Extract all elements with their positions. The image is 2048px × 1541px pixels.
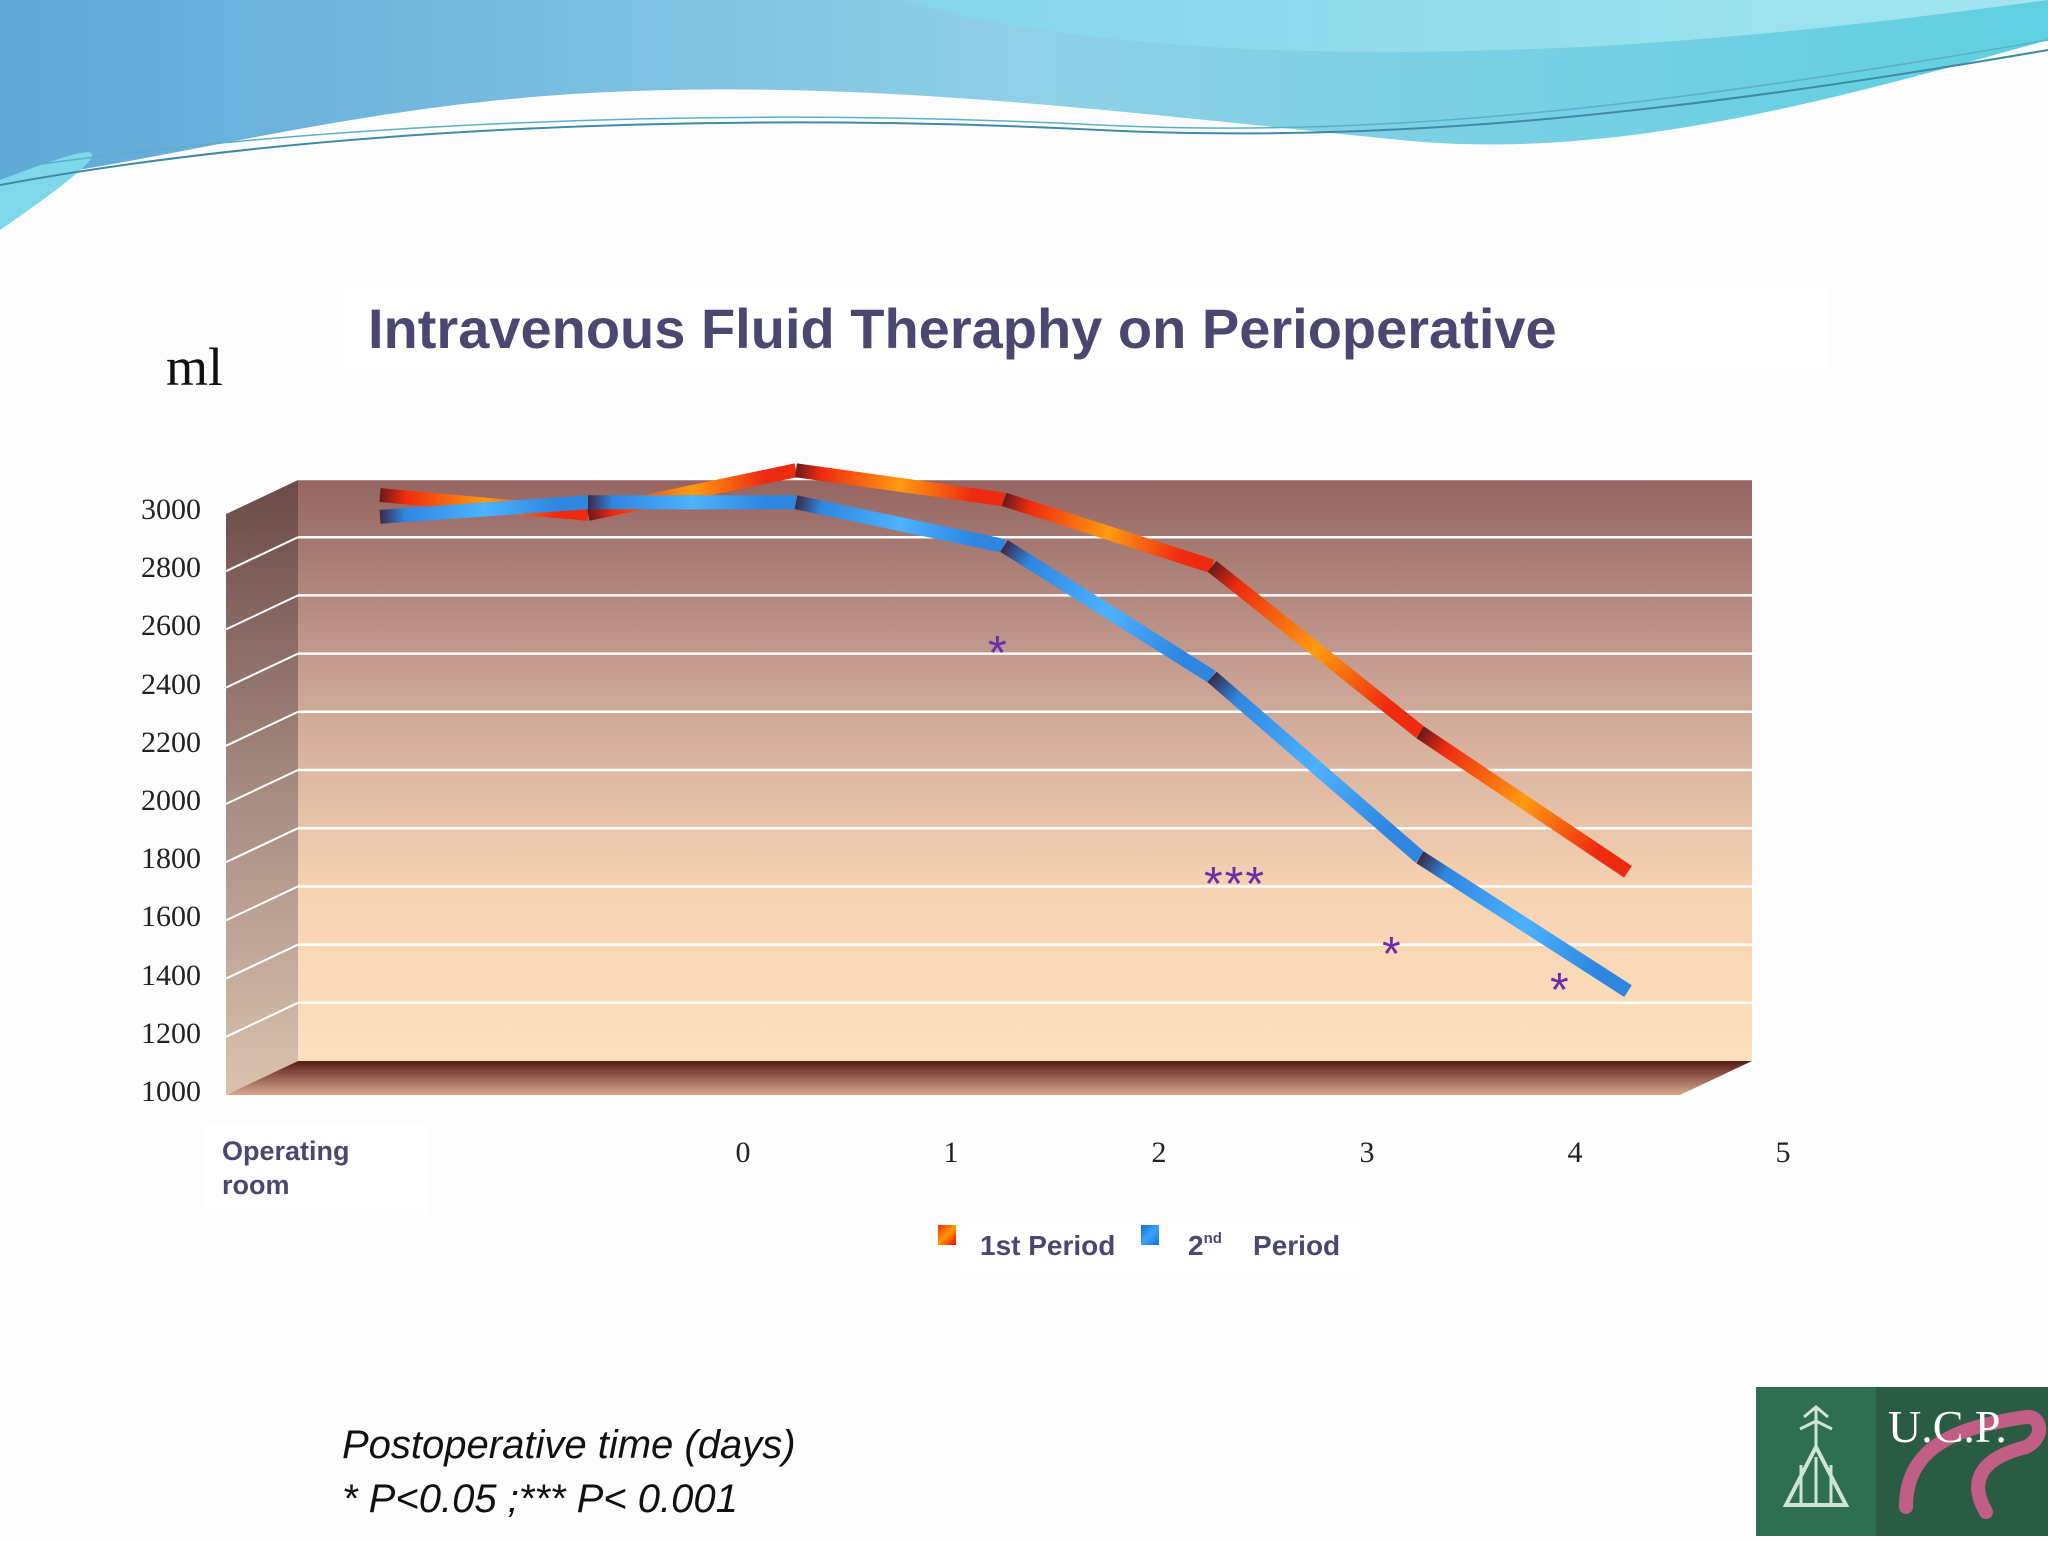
- gridline-side: [225, 478, 299, 514]
- chart-title: Intravenous Fluid Theraphy on Perioperat…: [368, 297, 1557, 360]
- x-category-label: 0: [735, 1136, 751, 1169]
- y-tick-label: 2400: [141, 667, 201, 701]
- y-tick-label: 2800: [141, 551, 201, 585]
- gridline-side: [225, 885, 299, 922]
- x-category-label: 1: [943, 1136, 959, 1169]
- header-wave-decoration: [0, 0, 2048, 230]
- x-category-label: 2: [1151, 1136, 1167, 1169]
- significance-marker: *: [1382, 928, 1403, 982]
- x-axis-title: Postoperative time (days): [342, 1423, 796, 1467]
- x-category-label: 5: [1775, 1136, 1791, 1169]
- series-segment-1: [1001, 492, 1215, 573]
- series-segment-1: [1207, 560, 1425, 738]
- x-category-label: 4: [1567, 1136, 1583, 1169]
- gridline-side: [225, 594, 299, 631]
- x-category-label: 3: [1359, 1136, 1375, 1169]
- legend-swatch-1st-period: [938, 1225, 956, 1245]
- y-tick-label: 1600: [141, 900, 201, 934]
- title-background: [345, 282, 1830, 374]
- gridline-side: [225, 536, 299, 573]
- series-segment-2: [794, 495, 1006, 553]
- legend-label-1st-period: 1st Period: [980, 1230, 1116, 1261]
- gridline-side: [225, 769, 299, 805]
- logo-text: U.C.P.: [1888, 1401, 2007, 1452]
- floor: [226, 1061, 1752, 1095]
- y-tick-label: 1400: [141, 958, 201, 992]
- series-lines: [379, 463, 1632, 998]
- category-label-background: [202, 1124, 428, 1214]
- significance-legend: * P<0.05 ;*** P< 0.001: [342, 1477, 738, 1521]
- legend-swatch-2nd-period: [1141, 1225, 1159, 1245]
- y-tick-label: 2600: [141, 609, 201, 643]
- x-category-label: Operating room: [222, 1136, 350, 1200]
- y-tick-label: 1200: [141, 1016, 201, 1050]
- y-tick-label: 2200: [141, 725, 201, 759]
- y-tick-label: 1800: [141, 842, 201, 876]
- gridline-side: [225, 827, 299, 864]
- series-segment-1: [795, 463, 1005, 507]
- significance-marker: ***: [1204, 857, 1267, 911]
- gridlines: [225, 477, 1752, 1038]
- series-segment-1: [1416, 726, 1632, 878]
- line-chart: [225, 463, 1752, 1095]
- series-segment-2: [1207, 671, 1425, 863]
- y-tick-label: 1000: [141, 1075, 201, 1108]
- y-tick-label: 2000: [141, 784, 201, 817]
- gridline-side: [225, 710, 299, 747]
- ucp-logo: U.C.P.: [1756, 1387, 2048, 1536]
- significance-marker: *: [988, 626, 1009, 680]
- gridline-side: [225, 652, 299, 689]
- footer-note: Postoperative time (days) * P<0.05 ;*** …: [342, 1418, 796, 1526]
- y-axis-unit-label: ml: [166, 337, 224, 397]
- gridline-side: [225, 1001, 299, 1038]
- legend: [960, 1218, 1360, 1272]
- significance-marker: *: [1550, 964, 1571, 1018]
- series-segment-2: [379, 495, 589, 524]
- series-segment-2: [1416, 851, 1632, 998]
- gridline-side: [225, 943, 299, 980]
- legend-label-2nd-period: 2nd Period: [1188, 1230, 1341, 1261]
- series-segment-2: [1000, 540, 1216, 683]
- y-tick-label: 3000: [141, 493, 201, 526]
- logo-emblem-icon: U.C.P.: [1756, 1387, 2048, 1536]
